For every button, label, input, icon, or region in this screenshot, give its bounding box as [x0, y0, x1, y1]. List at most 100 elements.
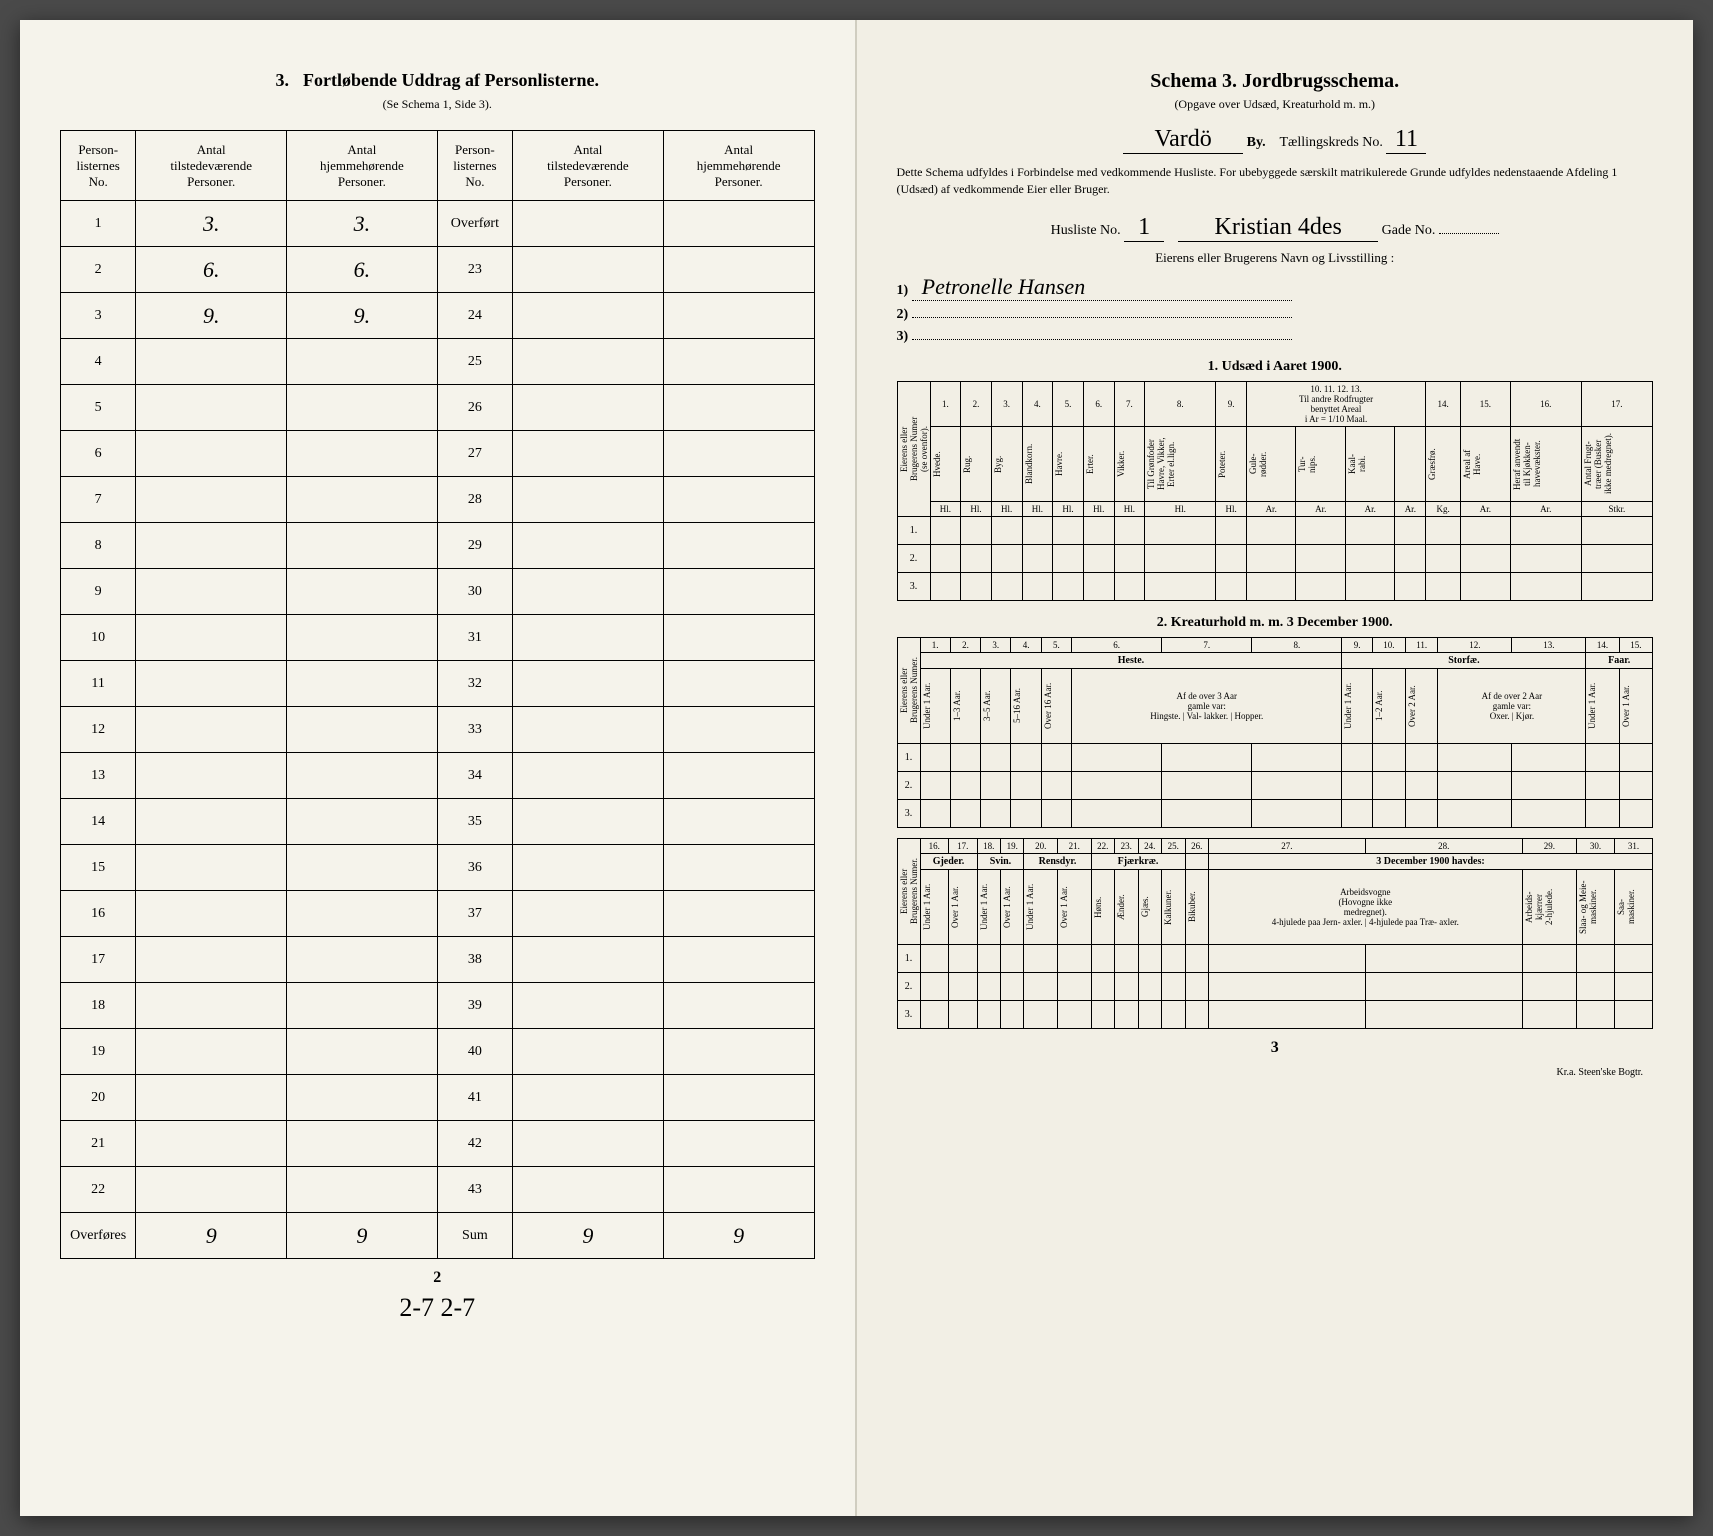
by-label: By.: [1247, 135, 1266, 150]
schema-sub: (Opgave over Udsæd, Kreaturhold m. m.): [897, 97, 1654, 112]
cell-present: [136, 477, 287, 523]
owner3: [912, 339, 1292, 340]
left-page-num: 2: [60, 1269, 815, 1287]
cell-present: 3.: [136, 201, 287, 247]
person-table: Person-listernesNo. Antaltilstedeværende…: [60, 130, 815, 1259]
cell-home: [287, 615, 438, 661]
owner1: Petronelle Hansen: [912, 274, 1292, 301]
th-col4: Person-listernesNo.: [437, 131, 512, 201]
left-bottom-handwriting: 2-7 2-7: [60, 1293, 815, 1323]
printer-credit: Kr.a. Steen'ske Bogtr.: [897, 1067, 1654, 1078]
cell-present: [136, 891, 287, 937]
cell-present: [136, 799, 287, 845]
row-no: 3: [61, 293, 136, 339]
left-subtitle: (Se Schema 1, Side 3).: [60, 97, 815, 112]
row-no: 38: [437, 937, 512, 983]
sum-b: 9: [663, 1213, 814, 1259]
row-no: 19: [61, 1029, 136, 1075]
owner-line-3: 3): [897, 329, 1654, 345]
row-no: 37: [437, 891, 512, 937]
row-no: 17: [61, 937, 136, 983]
sum-a: 9: [513, 1213, 664, 1259]
title-num: 3.: [276, 70, 290, 90]
cell-home: [287, 937, 438, 983]
row-no: 21: [61, 1121, 136, 1167]
owner-line-1: 1) Petronelle Hansen: [897, 274, 1654, 301]
cell-present: [136, 615, 287, 661]
row-no: 26: [437, 385, 512, 431]
cell-home: [287, 431, 438, 477]
row-no: 13: [61, 753, 136, 799]
gade-label: Gade No.: [1382, 223, 1436, 238]
row-no: 6: [61, 431, 136, 477]
overfores-b: 9: [287, 1213, 438, 1259]
title-text: Fortløbende Uddrag af Personlisterne.: [303, 70, 599, 90]
row-no: 39: [437, 983, 512, 1029]
th-col1: Person-listernesNo.: [61, 131, 136, 201]
cell-home: [287, 385, 438, 431]
instructions: Dette Schema udfyldes i Forbindelse med …: [897, 164, 1654, 198]
th-col6: AntalhjemmehørendePersoner.: [663, 131, 814, 201]
section2-title: 2. Kreaturhold m. m. 3 December 1900.: [897, 615, 1654, 631]
row-no: 4: [61, 339, 136, 385]
row-no: 24: [437, 293, 512, 339]
right-page: Schema 3. Jordbrugsschema. (Opgave over …: [857, 20, 1694, 1516]
table-udsaed: Eierens ellerBrugerens Numer(se ovenfor)…: [897, 381, 1654, 601]
right-page-num: 3: [897, 1039, 1654, 1057]
left-page: 3. Fortløbende Uddrag af Personlisterne.…: [20, 20, 857, 1516]
row-no: 23: [437, 247, 512, 293]
cell-home: [287, 1167, 438, 1213]
cell-present: [136, 845, 287, 891]
overfort-label: Overført: [437, 201, 512, 247]
section1-title: 1. Udsæd i Aaret 1900.: [897, 359, 1654, 375]
row-no: 35: [437, 799, 512, 845]
cell-home: [287, 707, 438, 753]
cell-home: [287, 845, 438, 891]
gade-value: Kristian 4des: [1178, 214, 1378, 242]
sum-label: Sum: [437, 1213, 512, 1259]
row-no: 34: [437, 753, 512, 799]
cell-home: 9.: [287, 293, 438, 339]
by-value: Vardö: [1123, 126, 1243, 154]
row-no: 36: [437, 845, 512, 891]
by-line: Vardö By. Tællingskreds No. 11: [897, 126, 1654, 154]
row-no: 11: [61, 661, 136, 707]
overfores-label: Overføres: [61, 1213, 136, 1259]
row-no: 28: [437, 477, 512, 523]
schema-title: Schema 3. Jordbrugsschema.: [897, 70, 1654, 93]
cell-present: [136, 707, 287, 753]
cell-present: [136, 569, 287, 615]
cell-present: [136, 1121, 287, 1167]
row-no: 16: [61, 891, 136, 937]
document-spread: 3. Fortløbende Uddrag af Personlisterne.…: [20, 20, 1693, 1516]
kreds-value: 11: [1386, 126, 1426, 154]
cell-home: [287, 339, 438, 385]
husliste-label: Husliste No.: [1051, 223, 1121, 238]
owner-line-2: 2): [897, 307, 1654, 323]
cell-home: 6.: [287, 247, 438, 293]
kreds-label: Tællingskreds No.: [1279, 135, 1382, 150]
cell-home: [287, 891, 438, 937]
cell-present: 9.: [136, 293, 287, 339]
cell-present: [136, 523, 287, 569]
cell-present: [136, 753, 287, 799]
th-col3: AntalhjemmehørendePersoner.: [287, 131, 438, 201]
row-no: 8: [61, 523, 136, 569]
row-no: 10: [61, 615, 136, 661]
cell-home: [287, 799, 438, 845]
cell-home: 3.: [287, 201, 438, 247]
husliste-value: 1: [1124, 214, 1164, 242]
cell-home: [287, 1029, 438, 1075]
cell-present: [136, 661, 287, 707]
row-no: 29: [437, 523, 512, 569]
row-no: 14: [61, 799, 136, 845]
row-no: 27: [437, 431, 512, 477]
cell-home: [287, 569, 438, 615]
cell-present: [136, 431, 287, 477]
row-no: 42: [437, 1121, 512, 1167]
overfores-a: 9: [136, 1213, 287, 1259]
row-no: 15: [61, 845, 136, 891]
table-kreatur-b: Eierens ellerBrugerens Numer.16.17.18.19…: [897, 838, 1654, 1029]
row-no: 2: [61, 247, 136, 293]
cell-home: [287, 477, 438, 523]
